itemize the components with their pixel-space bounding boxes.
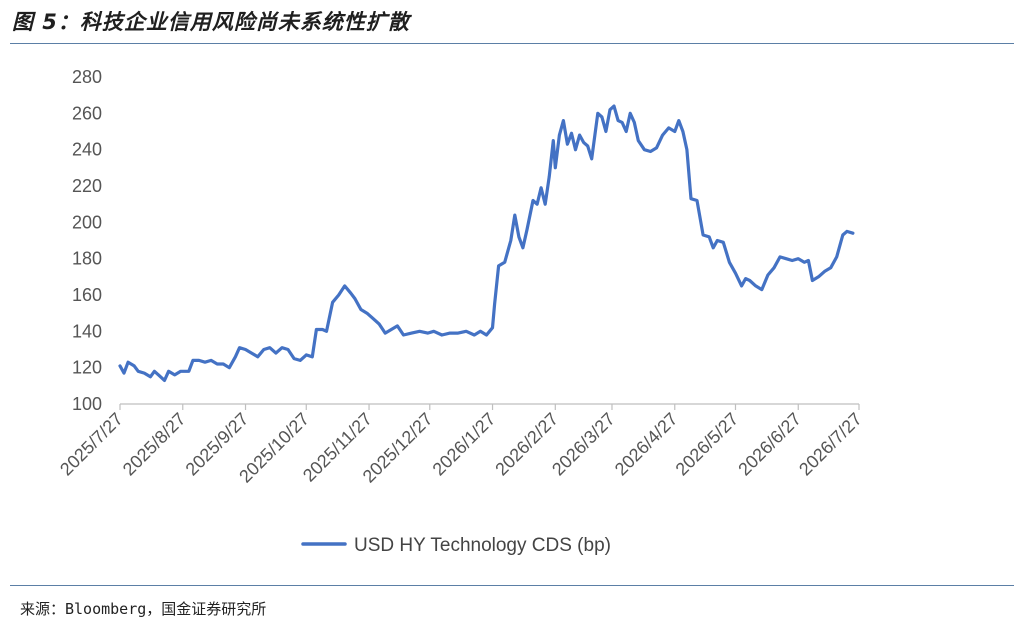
- x-tick-label-10: 2026/5/27: [672, 409, 743, 480]
- y-tick-label-220: 220: [72, 176, 102, 196]
- y-tick-label-240: 240: [72, 140, 102, 160]
- source-note: 来源：Bloomberg，国金证券研究所: [20, 600, 267, 618]
- line-chart: 100 120 140 160 180 200 220 240 260 280 2025/7/27…: [56, 67, 866, 556]
- series-line-0: [118, 104, 855, 382]
- legend: USD HY Technology CDS (bp): [301, 535, 611, 556]
- y-tick-label-140: 140: [72, 321, 102, 341]
- y-tick-label-100: 100: [72, 394, 102, 414]
- x-tick-label-1: 2025/8/27: [119, 409, 190, 480]
- x-tick-label-12: 2026/7/27: [795, 409, 866, 480]
- y-tick-label-120: 120: [72, 358, 102, 378]
- legend-label: USD HY Technology CDS (bp): [354, 535, 611, 556]
- x-axis: 2025/7/272025/8/272025/9/272025/10/27202…: [56, 403, 866, 487]
- x-tick-label-8: 2026/3/27: [548, 409, 619, 480]
- y-tick-label-260: 260: [72, 103, 102, 123]
- bottom-divider: [10, 585, 1014, 586]
- y-axis: 100 120 140 160 180 200 220 240 260 280: [72, 67, 102, 414]
- y-tick-label-200: 200: [72, 212, 102, 232]
- series-layer: [118, 104, 855, 382]
- x-tick-label-9: 2026/4/27: [611, 409, 682, 480]
- x-tick-label-0: 2025/7/27: [56, 409, 127, 480]
- y-tick-label-280: 280: [72, 67, 102, 87]
- y-tick-label-180: 180: [72, 249, 102, 269]
- y-tick-label-160: 160: [72, 285, 102, 305]
- x-tick-label-6: 2026/1/27: [429, 409, 500, 480]
- x-tick-label-11: 2026/6/27: [734, 409, 805, 480]
- top-divider: [10, 43, 1014, 44]
- chart-title: 图 5：科技企业信用风险尚未系统性扩散: [12, 10, 410, 34]
